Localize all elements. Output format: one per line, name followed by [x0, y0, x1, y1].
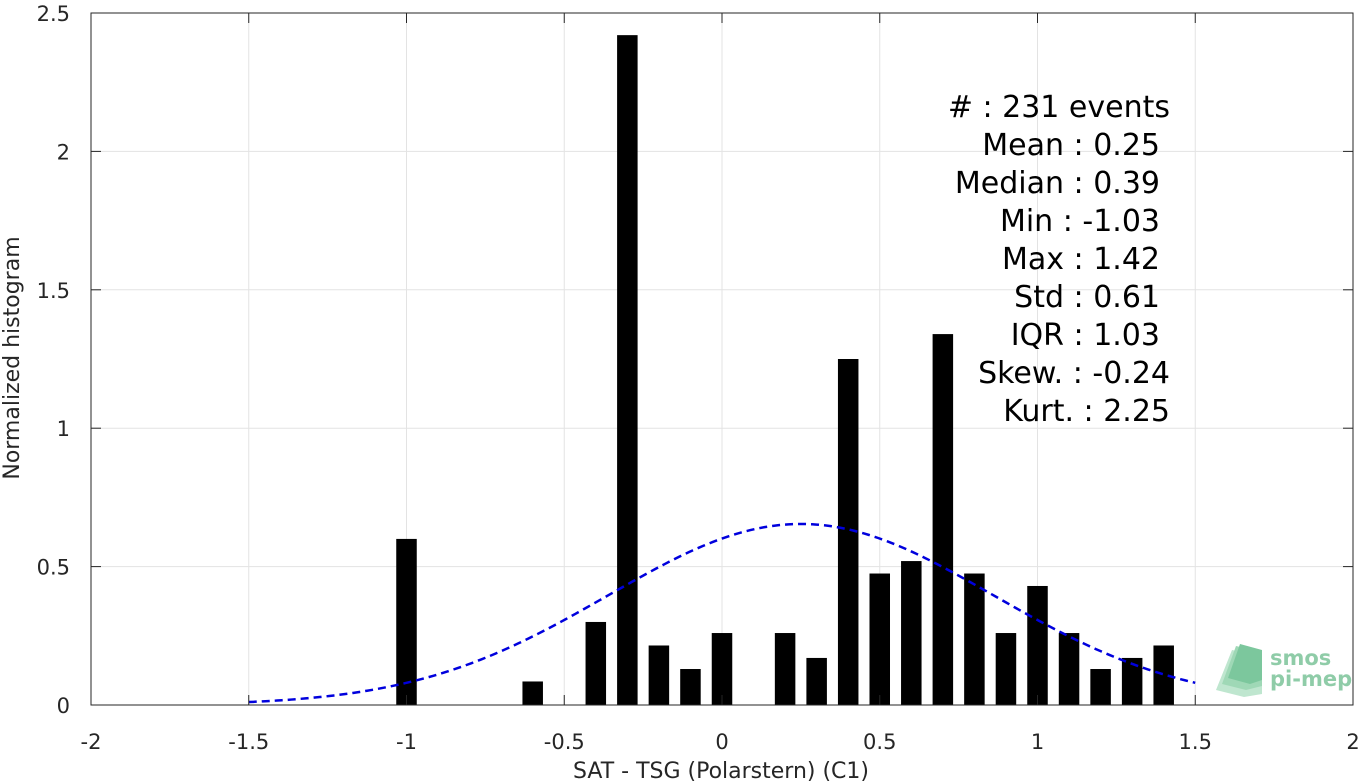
y-tick-label: 0 — [57, 694, 70, 718]
histogram-bar — [396, 538, 417, 705]
stats-line: Std : 0.61 — [1014, 280, 1160, 315]
x-tick-label: -0.5 — [544, 730, 585, 754]
histogram-bar — [711, 633, 733, 705]
histogram-bar — [932, 334, 954, 705]
x-axis-ticks: -2 -1.5 -1 -0.5 0 0.5 1 1.5 2 — [81, 13, 1360, 754]
stats-line: # : 231 events — [948, 90, 1170, 125]
stats-line: Kurt. : 2.25 — [1003, 394, 1170, 429]
y-axis-label: Normalized histogram — [0, 236, 25, 479]
histogram-bar — [1027, 585, 1048, 705]
histogram-bar — [837, 359, 859, 705]
logo-text-smos: smos — [1270, 646, 1331, 670]
histogram-bar — [680, 669, 701, 705]
histogram-bar — [806, 657, 827, 705]
histogram-bar — [648, 645, 670, 705]
stats-line: Min : -1.03 — [1000, 204, 1160, 239]
stats-line: IQR : 1.03 — [1011, 318, 1160, 353]
histogram-bar — [1121, 657, 1143, 705]
histogram-bar — [901, 561, 922, 705]
x-tick-label: -1.5 — [228, 730, 269, 754]
y-tick-label: 1 — [57, 417, 70, 441]
x-tick-label: 1 — [1031, 730, 1044, 754]
stats-line: Median : 0.39 — [955, 166, 1160, 201]
logo-mark-icon — [1216, 644, 1262, 697]
histogram-bar — [964, 573, 985, 705]
histogram-bar — [585, 621, 607, 705]
y-tick-label: 0.5 — [37, 556, 70, 580]
x-tick-label: 1.5 — [1179, 730, 1212, 754]
y-tick-label: 2 — [57, 140, 70, 164]
stats-line: Skew. : -0.24 — [978, 356, 1170, 391]
x-tick-label: -2 — [81, 730, 102, 754]
y-axis-ticks: 0 0.5 1 1.5 2 2.5 — [37, 2, 1353, 718]
y-tick-label: 2.5 — [37, 2, 70, 26]
histogram-bar — [869, 573, 891, 705]
x-tick-label: 0.5 — [863, 730, 896, 754]
normal-fit-curve — [248, 522, 1196, 704]
histogram-bar — [1153, 645, 1174, 705]
x-tick-label: 2 — [1346, 730, 1359, 754]
stats-line: Mean : 0.25 — [982, 128, 1160, 163]
smos-pi-mep-logo: smos pi-mep — [1216, 644, 1352, 697]
histogram-bar — [774, 633, 796, 705]
y-tick-label: 1.5 — [37, 279, 70, 303]
histogram-bars — [396, 35, 1174, 706]
histogram-bar — [995, 633, 1017, 705]
histogram-bar — [1090, 669, 1111, 705]
histogram-bar — [522, 681, 543, 705]
logo-text-pi-mep: pi-mep — [1270, 667, 1352, 691]
x-axis-label: SAT - TSG (Polarstern) (C1) — [573, 759, 869, 784]
x-tick-label: -1 — [396, 730, 417, 754]
histogram-bar — [1058, 633, 1080, 705]
stats-line: Max : 1.42 — [1002, 242, 1160, 277]
x-tick-label: 0 — [715, 730, 728, 754]
histogram-bar — [617, 35, 638, 706]
